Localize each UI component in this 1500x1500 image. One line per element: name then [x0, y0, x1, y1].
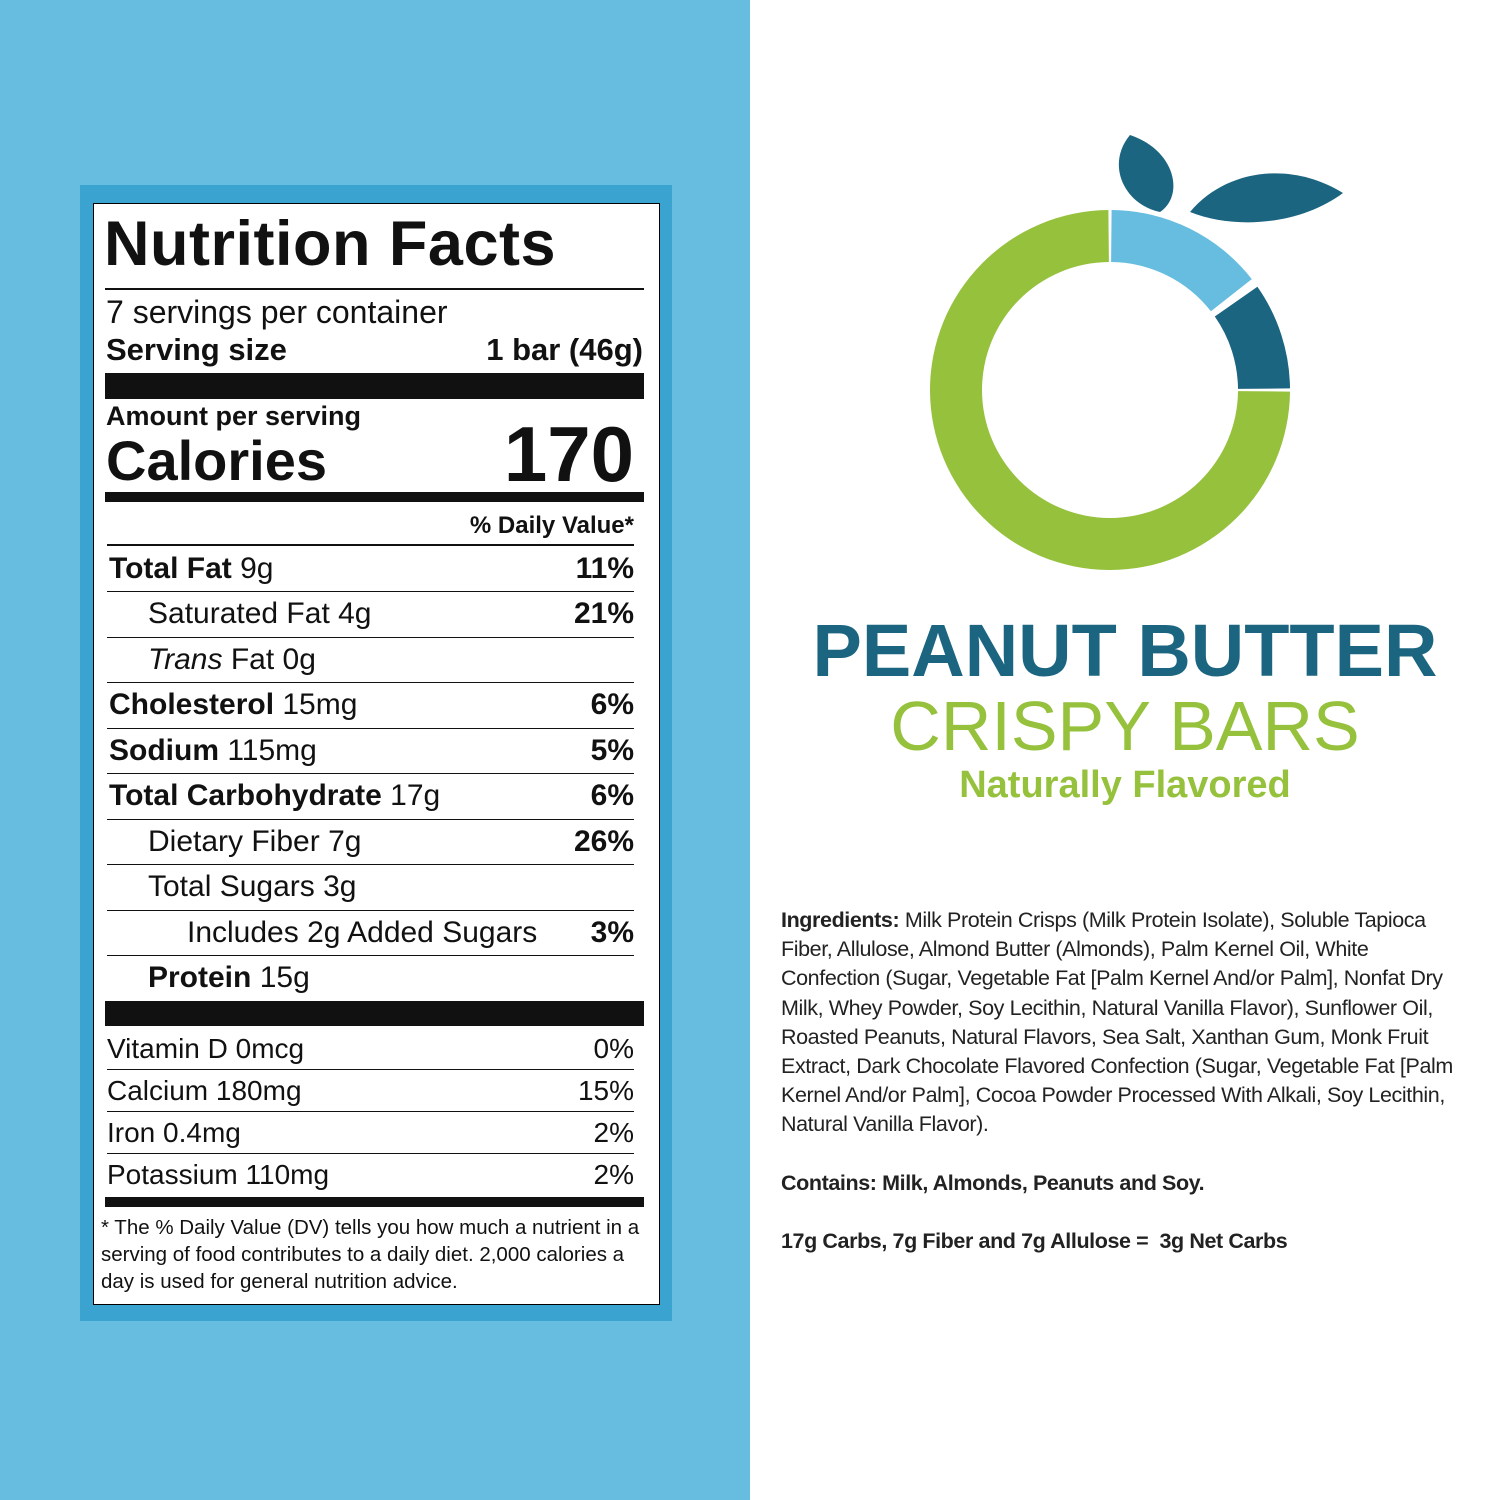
nutrient-row: Total Carbohydrate 17g 6%	[107, 774, 634, 820]
brand-subtitle: CRISPY BARS	[890, 687, 1360, 765]
nutrient-amount: 9g	[240, 551, 274, 585]
nutrient-row: Cholesterol 15mg 6%	[107, 683, 634, 729]
serving-size-row: Serving size 1 bar (46g)	[106, 332, 643, 368]
nutrient-name-group: Protein 15g	[107, 961, 310, 995]
ingredients-paragraph: Ingredients: Milk Protein Crisps (Milk P…	[781, 906, 1471, 1140]
left-panel: Nutrition Facts 7 servings per container…	[0, 0, 750, 1500]
amount-per-serving: Amount per serving	[106, 401, 362, 431]
nutrient-name-group: Dietary Fiber 7g	[107, 825, 361, 859]
leaf	[1118, 135, 1174, 212]
vitamin-name: Potassium 110mg	[107, 1158, 330, 1190]
servings: 7 servings per container	[106, 294, 448, 330]
vitamin-row: Vitamin D 0mcg 0%	[107, 1028, 634, 1070]
nutrient-name: Total Fat	[109, 551, 232, 585]
brand-title: PEANUT BUTTER	[812, 609, 1438, 692]
daily-value: 5%	[590, 733, 634, 767]
brand-flavor: Naturally Flavored	[959, 764, 1291, 806]
nutrient-name: Includes 2g Added Sugars	[187, 915, 538, 949]
nutrient-amount: 0g	[282, 642, 316, 676]
rule	[107, 544, 634, 546]
nutrient-row: Includes 2g Added Sugars 3%	[107, 910, 634, 956]
nutrient-row: Saturated Fat 4g 21%	[107, 592, 634, 638]
daily-value: 3%	[590, 915, 634, 949]
vitamin-name: Iron 0.4mg	[107, 1116, 241, 1148]
nutrient-name: Sodium	[109, 733, 219, 767]
logo-segment	[1111, 210, 1252, 312]
serving-size: 1 bar (46g)	[486, 332, 643, 367]
logo-segment	[1214, 286, 1290, 389]
thick-rule	[105, 1001, 644, 1026]
nutrient-amount: 15g	[259, 961, 310, 994]
leaf	[1190, 173, 1343, 223]
nutrient-name: Total Carbohydrate	[109, 779, 382, 812]
vitamin-dv: 0%	[593, 1032, 634, 1064]
nutrient-name-group: Sodium 115mg	[107, 734, 317, 768]
calories: 170	[503, 410, 634, 498]
nutrient-name-group: Cholesterol 15mg	[107, 688, 357, 722]
rule	[105, 288, 644, 290]
nutrient-name-group: Total Sugars 3g	[107, 870, 356, 904]
nutrient-name: Protein	[148, 961, 252, 994]
nutrient-amount: 17g	[390, 779, 441, 812]
nutrition-label: Nutrition Facts 7 servings per container…	[93, 203, 660, 1305]
nutrient-row: Total Fat 9g 11%	[107, 546, 634, 592]
nutrient-row: Dietary Fiber 7g 26%	[107, 819, 634, 865]
nutrient-name: Total Sugars	[148, 870, 315, 903]
nutrient-amount: 4g	[338, 597, 372, 630]
daily-value: 6%	[590, 688, 634, 721]
nutrient-name: Saturated Fat	[148, 597, 330, 630]
daily-value: 11%	[575, 551, 634, 585]
vitamin-row: Iron 0.4mg 2%	[107, 1112, 634, 1154]
medium-rule	[105, 1197, 644, 1207]
daily-value: 6%	[590, 779, 634, 812]
nutrient-row: Total Sugars 3g	[107, 865, 634, 911]
nutrient-name-group: Total Carbohydrate 17g	[107, 779, 440, 813]
nutrient-row: Trans Fat 0g	[107, 637, 634, 683]
vitamin-dv: 2%	[593, 1158, 634, 1190]
ingredients-text: Milk Protein Crisps (Milk Protein Isolat…	[781, 908, 1453, 1137]
serving-size-label: Serving size	[106, 332, 287, 367]
nutrient-name-italic: Trans	[148, 642, 223, 676]
net-carbs: 17g Carbs, 7g Fiber and 7g Allulose = 3g…	[781, 1228, 1288, 1253]
daily-value-header: % Daily Value*	[469, 512, 634, 539]
vitamin-dv: 2%	[593, 1116, 634, 1148]
nutrient-name-group: Trans Fat 0g	[107, 643, 316, 677]
vitamin-name: Calcium 180mg	[107, 1074, 302, 1106]
vitamin-row: Calcium 180mg 15%	[107, 1070, 634, 1112]
ingredients-label: Ingredients:	[781, 908, 900, 932]
vitamin-name: Vitamin D 0mcg	[107, 1032, 305, 1064]
thick-rule	[105, 373, 644, 399]
label-title: Nutrition Facts	[104, 209, 557, 279]
nutrient-amount: 3g	[323, 870, 357, 903]
nutrient-name: Dietary Fiber	[148, 824, 320, 858]
daily-value: 21%	[573, 597, 634, 630]
nutrient-name: Cholesterol	[109, 688, 275, 721]
nutrient-name-group: Total Fat 9g	[107, 552, 274, 586]
medium-rule	[105, 492, 644, 502]
nutrient-name-group: Saturated Fat 4g	[107, 597, 372, 631]
nutrient-amount: 7g	[328, 824, 362, 858]
footnote: * The % Daily Value (DV) tells you how m…	[101, 1216, 640, 1293]
nutrient-name: Fat	[230, 642, 275, 676]
vitamin-row: Potassium 110mg 2%	[107, 1154, 634, 1195]
nutrient-row: Sodium 115mg 5%	[107, 728, 634, 774]
contains: Contains: Milk, Almonds, Peanuts and Soy…	[781, 1170, 1205, 1195]
calories-label: Calories	[106, 429, 327, 492]
daily-value: 26%	[573, 824, 634, 858]
vitamin-dv: 15%	[577, 1074, 634, 1106]
nutrient-row: Protein 15g	[107, 956, 634, 1001]
nutrient-name-group: Includes 2g Added Sugars	[107, 916, 537, 950]
ingredients: Ingredients: Milk Protein Crisps (Milk P…	[781, 906, 1471, 1285]
nutrient-amount: 115mg	[227, 733, 317, 767]
nutrient-amount: 15mg	[282, 688, 358, 721]
logo	[930, 135, 1343, 570]
